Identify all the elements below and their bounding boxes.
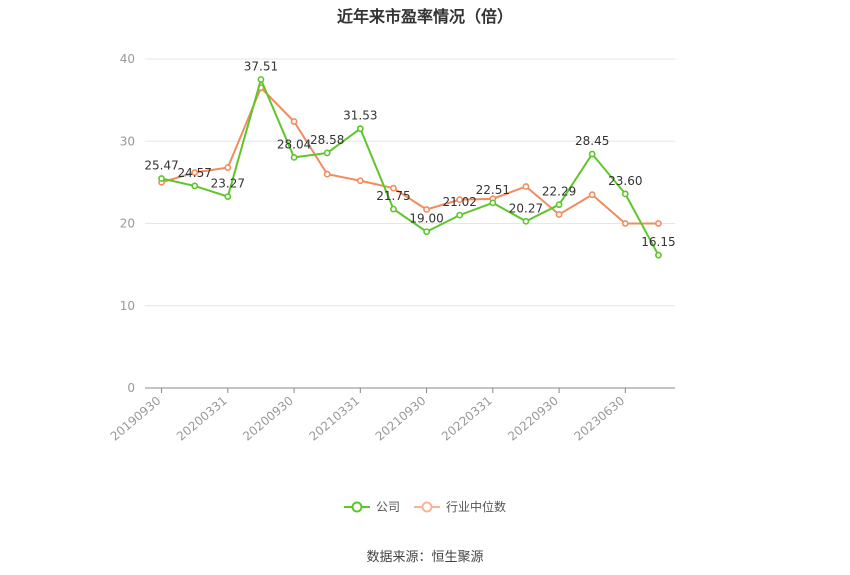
grid-layer <box>145 58 675 307</box>
y-tick-label: 40 <box>120 52 135 66</box>
x-tick-label: 20220331 <box>439 394 495 444</box>
data-label: 28.58 <box>310 133 344 147</box>
data-point-industry <box>555 211 563 218</box>
data-point-company <box>522 217 530 225</box>
data-label: 20.27 <box>509 201 543 215</box>
data-point-company <box>356 125 364 133</box>
data-label: 25.47 <box>144 159 178 173</box>
series-line-company <box>161 76 660 256</box>
data-point-company <box>621 190 629 198</box>
data-point-industry <box>655 220 662 227</box>
x-tick-label: 20200930 <box>240 394 296 444</box>
y-tick-label: 10 <box>120 299 135 313</box>
data-point-company <box>158 175 165 182</box>
legend-industry-marker <box>414 501 440 512</box>
data-point-industry <box>522 183 530 190</box>
data-label: 37.51 <box>244 59 278 73</box>
data-point-industry <box>323 170 331 178</box>
legend-company-label: 公司 <box>375 500 400 514</box>
data-point-company <box>257 76 265 83</box>
data-point-industry <box>191 169 199 176</box>
data-label: 21.75 <box>376 189 410 203</box>
data-point-industry <box>621 220 629 227</box>
axis-layer: 0 10 20 30 40 20190930 20200331 20200930 2021033… <box>108 52 675 444</box>
data-point-industry <box>456 196 464 204</box>
data-label: 23.27 <box>211 177 245 191</box>
data-label: 24.57 <box>178 166 212 180</box>
x-tick-label: 20190930 <box>108 394 164 444</box>
legend-item-company[interactable]: 公司 <box>343 498 400 515</box>
legend: 公司 行业中位数 <box>0 498 850 515</box>
series-line-industry <box>161 86 659 225</box>
data-label: 28.45 <box>575 134 609 148</box>
data-point-company <box>224 193 232 201</box>
data-point-industry <box>356 177 364 185</box>
legend-item-industry[interactable]: 行业中位数 <box>414 498 506 515</box>
data-point-company <box>655 251 662 259</box>
x-tick-label: 20200331 <box>174 394 230 444</box>
data-point-company <box>588 150 596 158</box>
data-point-industry <box>390 184 397 192</box>
legend-company-marker <box>343 501 370 512</box>
data-label: 22.51 <box>476 183 510 197</box>
x-tick-label: 20220930 <box>505 394 561 444</box>
data-source: 数据来源：恒生聚源 <box>366 550 484 565</box>
data-label: 16.15 <box>641 235 675 249</box>
data-point-company <box>191 182 199 190</box>
data-label: 23.60 <box>608 174 642 188</box>
data-label: 19.00 <box>409 212 443 226</box>
data-point-company <box>390 205 397 213</box>
data-label: 31.53 <box>343 109 377 123</box>
data-point-company <box>555 201 563 209</box>
data-point-company <box>323 149 331 157</box>
data-point-industry <box>588 191 596 199</box>
data-label: 22.29 <box>542 185 576 199</box>
data-point-industry <box>224 164 232 171</box>
data-point-industry <box>290 118 298 125</box>
data-point-company <box>456 211 464 219</box>
legend-industry-label: 行业中位数 <box>446 500 507 514</box>
data-point-company <box>489 199 497 207</box>
series-layer <box>158 76 662 259</box>
data-point-company <box>290 153 298 161</box>
data-label: 21.02 <box>443 195 477 209</box>
chart-title: 近年来市盈率情况（倍） <box>336 7 513 26</box>
data-label: 28.04 <box>277 137 311 151</box>
x-tick-label: 20230630 <box>571 394 627 444</box>
y-tick-label: 20 <box>120 217 135 231</box>
x-tick-label: 20210930 <box>373 394 429 444</box>
x-tick-label: 20210331 <box>306 394 362 444</box>
data-point-company <box>423 228 430 236</box>
y-tick-label: 0 <box>127 381 135 395</box>
data-point-industry <box>423 206 430 213</box>
y-tick-label: 30 <box>120 134 135 148</box>
